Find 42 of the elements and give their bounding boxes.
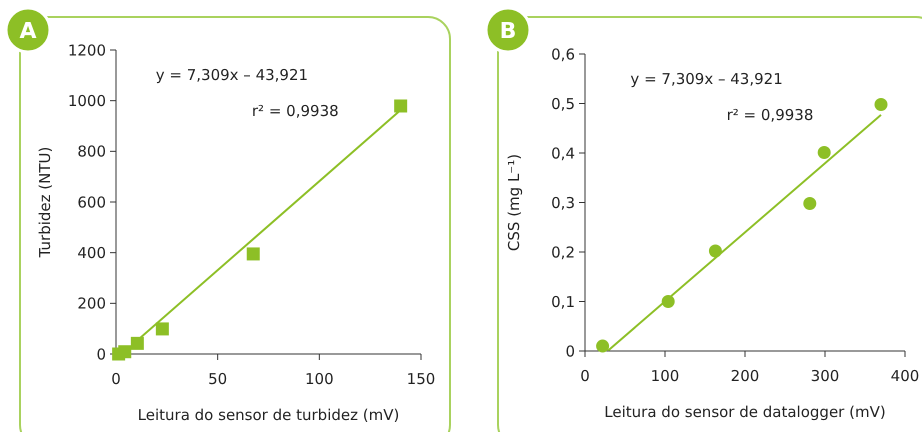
y-tick-label: 0,5 — [551, 94, 575, 113]
y-axis-title: Turbidez (NTU) — [36, 146, 54, 258]
x-axis-title: Leitura do sensor de turbidez (mV) — [138, 406, 400, 424]
y-tick-label: 800 — [77, 142, 106, 161]
point — [246, 247, 260, 260]
point — [818, 146, 831, 160]
y-axis-title: CSS (mg L⁻¹) — [505, 154, 523, 252]
point — [596, 340, 610, 353]
chart-title: A — [19, 19, 37, 44]
x-axis-title: Leitura do sensor de datalogger (mV) — [604, 403, 886, 421]
x-tick-label: 50 — [208, 370, 228, 388]
y-tick-label: 0,1 — [551, 292, 575, 311]
point — [874, 98, 888, 111]
point — [118, 345, 132, 358]
x-tick-label: 300 — [810, 367, 840, 385]
x-tick-label: 100 — [650, 367, 680, 385]
point — [394, 99, 408, 112]
point — [803, 196, 816, 210]
x-tick-label: 0 — [580, 367, 590, 385]
annotation: y = 7,309x – 43,921 — [630, 70, 783, 88]
y-tick-label: 200 — [77, 294, 106, 313]
y-tick-label: 0,2 — [551, 243, 575, 262]
y-tick-label: 600 — [77, 193, 106, 212]
y-tick-label: 0 — [96, 345, 106, 364]
y-tick-label: 1000 — [68, 92, 106, 110]
point — [156, 322, 169, 336]
x-tick-label: 400 — [890, 367, 920, 385]
x-tick-label: 0 — [111, 370, 121, 388]
y-tick-label: 0,3 — [551, 194, 575, 212]
point — [130, 336, 144, 350]
x-tick-label: 100 — [305, 370, 334, 388]
y-tick-label: 400 — [77, 244, 106, 262]
y-tick-label: 0 — [565, 342, 575, 360]
x-tick-label: 200 — [730, 367, 760, 385]
x-tick-label: 150 — [406, 370, 436, 388]
annotation: r² = 0,9938 — [252, 102, 339, 120]
y-tick-label: 0,4 — [551, 144, 575, 162]
annotation: y = 7,309x – 43,921 — [156, 66, 308, 84]
y-tick-label: 0,6 — [551, 45, 575, 64]
y-tick-label: 1200 — [68, 41, 106, 60]
annotation: r² = 0,9938 — [726, 106, 814, 124]
chart-title: B — [500, 19, 516, 44]
